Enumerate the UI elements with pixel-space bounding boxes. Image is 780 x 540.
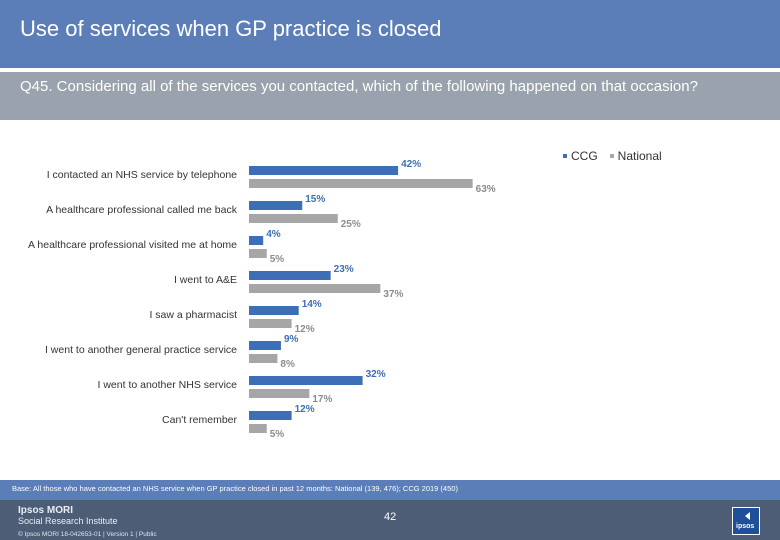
data-label-national-a-healthcare-professional-visited-me-at-home: 5%: [270, 254, 285, 265]
bar-ccg-a-healthcare-professional-called-me-back: [249, 201, 303, 210]
data-label-national-i-saw-a-pharmacist: 12%: [295, 324, 315, 335]
base-note: Base: All those who have contacted an NH…: [12, 484, 458, 493]
category-label-i-went-to-a-e: I went to A&E: [174, 274, 237, 286]
legend-label-national: National: [617, 149, 662, 163]
category-label-i-contacted-an-nhs-service-by-telephone: I contacted an NHS service by telephone: [47, 169, 237, 181]
legend-label-ccg: CCG: [571, 149, 598, 163]
copyright-text: © Ipsos MORI 18-042653-01 | Version 1 | …: [18, 531, 157, 538]
legend-item-ccg: CCG: [563, 149, 598, 163]
data-label-national-i-went-to-another-nhs-service: 17%: [312, 394, 332, 405]
bar-ccg-i-went-to-another-general-practice-service: [249, 341, 281, 350]
bar-ccg-i-contacted-an-nhs-service-by-telephone: [249, 166, 399, 175]
bar-chart: I contacted an NHS service by telephone 4…: [28, 159, 496, 440]
title-bar: Use of services when GP practice is clos…: [0, 0, 780, 68]
bar-ccg-i-went-to-a-e: [249, 271, 331, 280]
data-label-ccg-i-contacted-an-nhs-service-by-telephone: 42%: [401, 159, 421, 170]
data-label-national-can-t-remember: 5%: [270, 429, 285, 440]
bar-national-a-healthcare-professional-visited-me-at-home: [249, 249, 267, 258]
question-bar: Q45. Considering all of the services you…: [0, 72, 780, 120]
bar-ccg-i-saw-a-pharmacist: [249, 306, 299, 315]
logo-text: ipsos: [736, 523, 755, 530]
data-label-national-a-healthcare-professional-called-me-back: 25%: [341, 219, 361, 230]
data-label-national-i-went-to-a-e: 37%: [383, 289, 403, 300]
slide-title: Use of services when GP practice is clos…: [20, 16, 442, 41]
logo-arrow-icon: [745, 512, 750, 520]
data-label-ccg-can-t-remember: 12%: [295, 404, 315, 415]
category-label-i-went-to-another-nhs-service: I went to another NHS service: [98, 379, 238, 391]
chart-legend: CCG National: [563, 149, 662, 163]
bar-national-i-saw-a-pharmacist: [249, 319, 292, 328]
legend-item-national: National: [609, 149, 662, 163]
data-label-national-i-contacted-an-nhs-service-by-telephone: 63%: [476, 184, 496, 195]
category-label-i-saw-a-pharmacist: I saw a pharmacist: [149, 309, 237, 321]
base-note-bar: Base: All those who have contacted an NH…: [0, 480, 780, 500]
bar-national-i-contacted-an-nhs-service-by-telephone: [249, 179, 473, 188]
bar-national-i-went-to-another-nhs-service: [249, 389, 310, 398]
data-label-ccg-i-saw-a-pharmacist: 14%: [302, 299, 322, 310]
brand-name: Ipsos MORI: [18, 505, 74, 516]
category-label-a-healthcare-professional-called-me-back: A healthcare professional called me back: [46, 204, 238, 216]
data-label-ccg-i-went-to-another-nhs-service: 32%: [366, 369, 386, 380]
ipsos-logo: ipsos: [732, 507, 760, 535]
bar-ccg-i-went-to-another-nhs-service: [249, 376, 363, 385]
data-label-national-i-went-to-another-general-practice-service: 8%: [280, 359, 295, 370]
data-label-ccg-i-went-to-a-e: 23%: [334, 264, 354, 275]
bar-national-i-went-to-a-e: [249, 284, 381, 293]
data-label-ccg-a-healthcare-professional-visited-me-at-home: 4%: [266, 229, 281, 240]
data-label-ccg-i-went-to-another-general-practice-service: 9%: [284, 334, 299, 345]
data-label-ccg-a-healthcare-professional-called-me-back: 15%: [305, 194, 325, 205]
category-label-a-healthcare-professional-visited-me-at-home: A healthcare professional visited me at …: [28, 239, 237, 251]
brand-subtitle: Social Research Institute: [18, 516, 118, 526]
question-text: Q45. Considering all of the services you…: [20, 78, 698, 95]
footer: Ipsos MORI Social Research Institute © I…: [0, 500, 780, 540]
category-label-i-went-to-another-general-practice-service: I went to another general practice servi…: [45, 344, 237, 356]
legend-swatch-ccg: [563, 154, 567, 158]
bar-ccg-can-t-remember: [249, 411, 292, 420]
page-number: 42: [384, 511, 397, 523]
bar-national-can-t-remember: [249, 424, 267, 433]
legend-swatch-national: [609, 154, 614, 158]
brand-logo: Ipsos MORI Social Research Institute: [18, 505, 118, 527]
bar-ccg-a-healthcare-professional-visited-me-at-home: [249, 236, 264, 245]
category-label-can-t-remember: Can't remember: [162, 414, 237, 426]
bar-national-i-went-to-another-general-practice-service: [249, 354, 278, 363]
bar-national-a-healthcare-professional-called-me-back: [249, 214, 338, 223]
